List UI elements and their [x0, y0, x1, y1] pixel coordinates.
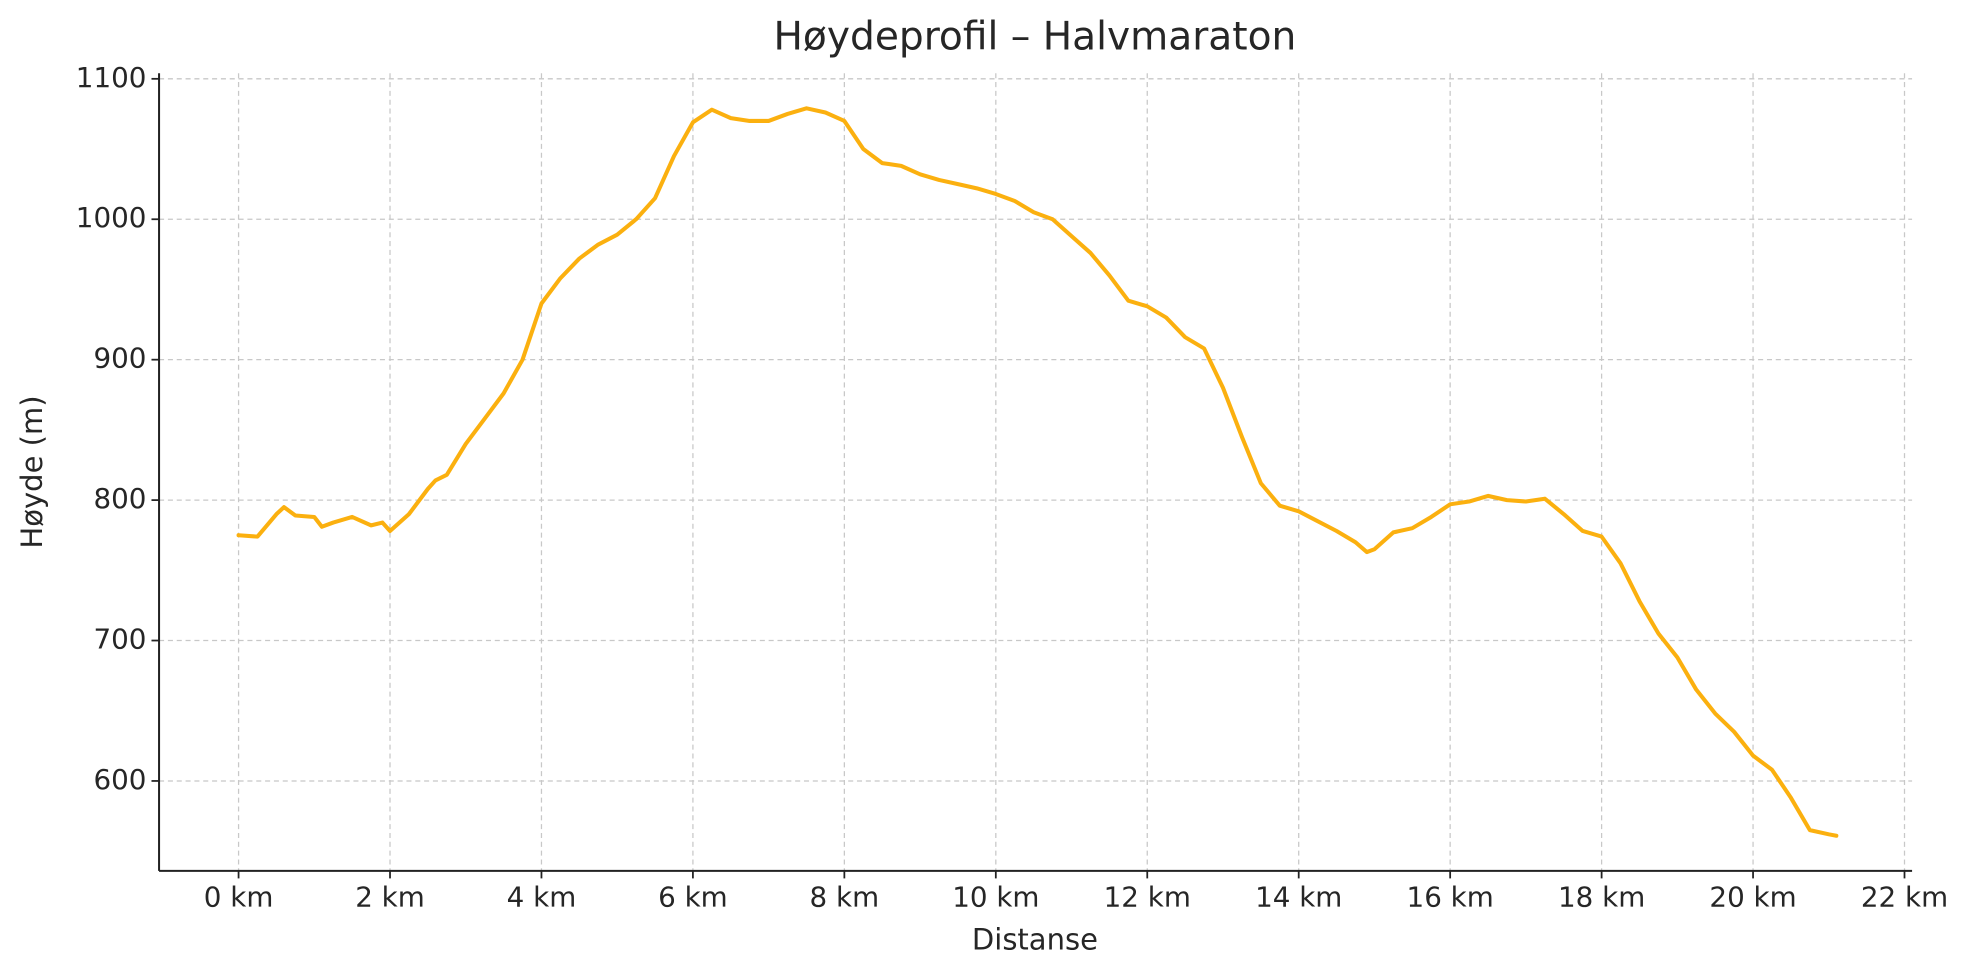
- x-tick-label: 20 km: [1709, 881, 1796, 914]
- x-tick-label: 0 km: [204, 881, 274, 914]
- x-tick-label: 8 km: [810, 881, 880, 914]
- x-tick-label: 16 km: [1407, 881, 1494, 914]
- y-tick-label: 700: [93, 623, 146, 656]
- y-axis-label: Høyde (m): [15, 395, 49, 548]
- x-tick-label: 2 km: [355, 881, 425, 914]
- elevation-line: [236, 106, 1839, 838]
- x-tick-label: 6 km: [658, 881, 728, 914]
- y-tick-label: 1100: [76, 61, 147, 94]
- y-tick-label: 600: [93, 763, 146, 796]
- y-tick-label: 1000: [76, 201, 147, 234]
- x-tick-label: 14 km: [1255, 881, 1342, 914]
- chart-title: Høydeprofil – Halvmaraton: [774, 15, 1297, 60]
- x-tick-label: 4 km: [507, 881, 577, 914]
- x-tick-label: 22 km: [1861, 881, 1948, 914]
- x-tick-label: 10 km: [952, 881, 1039, 914]
- x-tick-label: 12 km: [1104, 881, 1191, 914]
- y-tick-label: 900: [93, 342, 146, 375]
- y-tick-label: 800: [93, 482, 146, 515]
- x-axis-label: Distanse: [972, 923, 1098, 957]
- x-tick-label: 18 km: [1558, 881, 1645, 914]
